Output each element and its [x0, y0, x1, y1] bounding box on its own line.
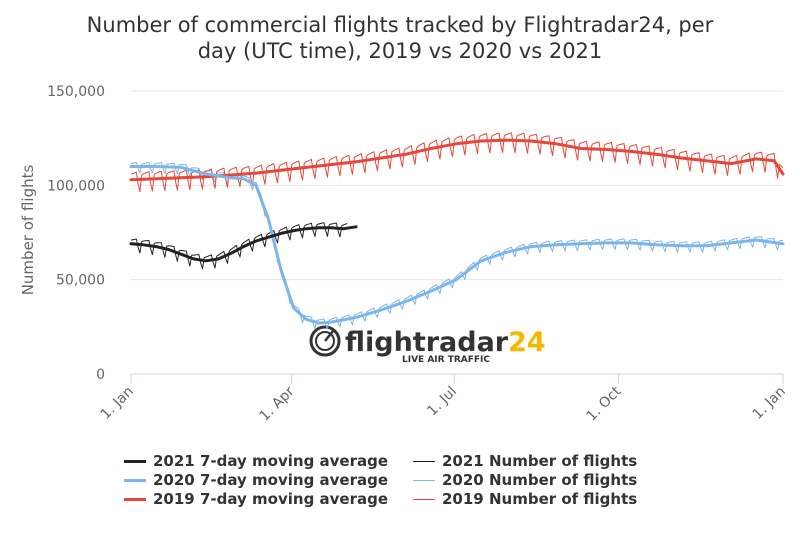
series-line-2021-number-of-flights — [130, 222, 348, 270]
legend-label: 2019 7-day moving average — [153, 490, 389, 508]
legend-item-2020-number-of-flights[interactable]: 2020 Number of flights — [413, 470, 637, 490]
y-tick-label: 50,000 — [56, 273, 105, 289]
x-tick-label: 1. Apr — [257, 383, 298, 424]
legend-label: 2021 Number of flights — [442, 452, 638, 470]
watermark-brand: flightradar24 — [345, 327, 546, 358]
legend-label: 2020 Number of flights — [442, 471, 638, 489]
radar-ring-icon — [315, 331, 335, 351]
legend-item-2021-moving-average[interactable]: 2021 7-day moving average — [124, 451, 388, 471]
legend-swatch-icon — [413, 479, 435, 481]
series-lines — [129, 132, 785, 330]
legend-label: 2020 7-day moving average — [153, 471, 389, 489]
series-line-2020-7-day-moving-average — [129, 165, 785, 325]
legend-item-2019-number-of-flights[interactable]: 2019 Number of flights — [413, 489, 637, 509]
y-tick-label: 100,000 — [47, 178, 105, 194]
x-tick-label: 1. Jan — [98, 384, 137, 423]
chart-title-line-1: Number of commercial flights tracked by … — [86, 13, 714, 37]
legend-label: 2019 Number of flights — [442, 490, 638, 508]
legend-item-2020-moving-average[interactable]: 2020 7-day moving average — [124, 470, 388, 490]
legend-swatch-icon — [413, 460, 435, 462]
series-line-2019-number-of-flights — [130, 132, 784, 193]
y-tick-label: 150,000 — [47, 84, 105, 100]
chart-title-line-2: day (UTC time), 2019 vs 2020 vs 2021 — [197, 39, 603, 63]
series-line-2021-7-day-moving-average — [129, 225, 358, 263]
legend-swatch-icon — [124, 497, 146, 501]
legend-swatch-icon — [413, 498, 435, 500]
x-tick-label: 1. Oct — [583, 383, 624, 424]
axes: 0 50,000 100,000 150,000 1. Jan 1. Apr 1. Jul 1… — [47, 84, 789, 425]
legend-swatch-icon — [124, 459, 146, 463]
x-tick-label: 1. Jul — [424, 384, 460, 420]
legend-item-2021-number-of-flights[interactable]: 2021 Number of flights — [413, 451, 637, 471]
y-tick-label: 0 — [96, 367, 105, 383]
y-axis-label: Number of flights — [19, 165, 37, 296]
radar-logo-icon — [309, 325, 341, 357]
radar-sweep-icon — [324, 330, 334, 342]
watermark-tagline: LIVE AIR TRAFFIC — [402, 355, 490, 365]
legend-item-2019-moving-average[interactable]: 2019 7-day moving average — [124, 489, 388, 509]
legend-label: 2021 7-day moving average — [153, 452, 389, 470]
plot-area: 0 50,000 100,000 150,000 1. Jan 1. Apr 1. Jul 1… — [19, 84, 789, 425]
legend-swatch-icon — [124, 478, 146, 482]
series-line-2019-7-day-moving-average — [129, 138, 785, 182]
x-tick-label: 1. Jan — [750, 384, 789, 423]
